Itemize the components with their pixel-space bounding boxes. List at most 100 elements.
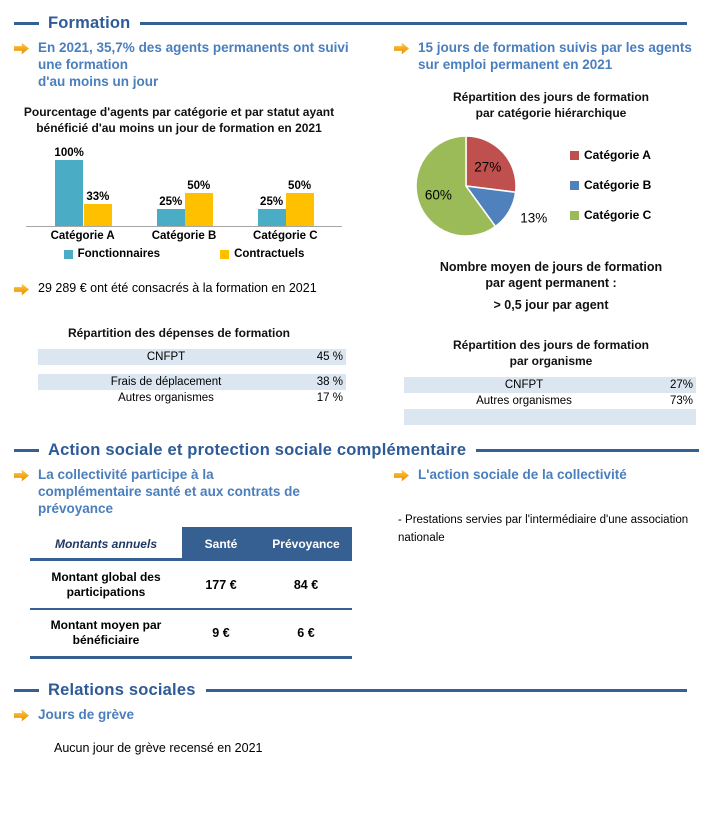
- legend-item: Catégorie A: [570, 148, 651, 162]
- organisme-table: CNFPT 27% Autres organismes 73%: [404, 377, 696, 425]
- legend-item: Fonctionnaires: [63, 248, 160, 260]
- arrow-bullet-icon: [14, 42, 29, 55]
- bar-with-label: 100%: [54, 147, 84, 226]
- section-title-formation: Formation: [48, 14, 131, 32]
- row-label: CNFPT: [504, 379, 544, 391]
- table-row: CNFPT 45 %: [38, 349, 346, 365]
- section-header-formation: Formation: [14, 14, 699, 33]
- legend-item: Catégorie B: [570, 178, 651, 192]
- arrow-bullet-icon: [14, 709, 29, 722]
- bullet-action-sociale-text: L'action sociale de la collectivité: [418, 467, 627, 482]
- table-row: Autres organismes 17 %: [38, 390, 346, 406]
- legend-item: Contractuels: [220, 248, 304, 260]
- table-row: CNFPT 27%: [404, 377, 696, 393]
- pie-value-label: 27%: [474, 159, 501, 174]
- row-label: Autres organismes: [476, 395, 572, 407]
- bar-value-label: 50%: [187, 180, 211, 192]
- formation-col-right: 15 jours de formation suivis par les age…: [366, 39, 713, 425]
- avg-days-value: > 0,5 jour par agent: [493, 298, 609, 312]
- bullet-days-formation-text: 15 jours de formation suivis par les age…: [418, 40, 692, 72]
- pie-chart-title: Répartition des jours de formation par c…: [452, 90, 650, 120]
- legend-item: Catégorie C: [570, 208, 651, 222]
- greve-note: Aucun jour de grève recensé en 2021: [54, 741, 263, 755]
- header-rule: [205, 689, 687, 692]
- bar-with-label: 25%: [257, 196, 286, 226]
- prestations-note: - Prestations servies par l'intermédiair…: [398, 514, 689, 544]
- action-col-left: La collectivité participe à la complémen…: [14, 466, 366, 659]
- bullet-agents-formed-text: En 2021, 35,7% des agents permanents ont…: [38, 40, 349, 89]
- bullet-spend-text: 29 289 € ont été consacrés à la formatio…: [38, 281, 317, 295]
- organisme-table-title: Répartition des jours de formation par o…: [452, 338, 650, 368]
- bar-with-label: 33%: [83, 191, 112, 226]
- legend-label: Catégorie B: [584, 178, 652, 192]
- table-row: Montant moyen par bénéficiaire 9 € 6 €: [30, 610, 352, 659]
- row-value-sante: 177 €: [205, 577, 237, 592]
- bar-group: 25% 50%: [156, 180, 213, 226]
- bar-contractuels: [83, 204, 112, 226]
- avg-days-heading: Nombre moyen de jours de formation par a…: [439, 260, 663, 290]
- legend-swatch-icon: [570, 180, 579, 190]
- bar-group: 25% 50%: [257, 180, 314, 226]
- bullet-action-sociale: L'action sociale de la collectivité: [394, 466, 713, 483]
- table-header-row: Montants annuels Santé Prévoyance: [30, 527, 352, 561]
- row-value-prevoyance: 6 €: [297, 626, 315, 640]
- row-value: 45 %: [316, 351, 343, 363]
- arrow-bullet-icon: [394, 469, 409, 482]
- arrow-bullet-icon: [14, 283, 29, 296]
- table-row: Autres organismes 73%: [404, 393, 696, 409]
- row-label: Montant moyen par bénéficiaire: [50, 618, 162, 647]
- section-header-action-sociale: Action sociale et protection sociale com…: [14, 441, 699, 460]
- section-title-relations-sociales: Relations sociales: [48, 681, 196, 699]
- pie-chart: 27% 13% 60% Catégorie A Catégorie B Catégori…: [404, 129, 713, 247]
- bar-fonctionnaires: [156, 209, 185, 226]
- row-label: Frais de déplacement: [110, 376, 222, 388]
- bullet-complementaire-text: La collectivité participe à la complémen…: [38, 467, 300, 516]
- bar-category-label: Catégorie A: [50, 230, 115, 242]
- arrow-bullet-icon: [394, 42, 409, 55]
- bullet-complementaire: La collectivité participe à la complémen…: [14, 466, 366, 517]
- pie-legend: Catégorie A Catégorie B Catégorie C: [570, 148, 651, 222]
- pie-value-label: 60%: [425, 188, 452, 203]
- section-title-action-sociale: Action sociale et protection sociale com…: [48, 441, 467, 459]
- bar-legend: Fonctionnaires Contractuels: [26, 248, 342, 260]
- legend-swatch-icon: [570, 210, 579, 220]
- pie-slice-catégorie-c: [415, 135, 497, 237]
- bullet-spend: 29 289 € ont été consacrés à la formatio…: [14, 280, 366, 297]
- legend-swatch-icon: [63, 249, 73, 259]
- bullet-jours-greve: Jours de grève: [14, 706, 699, 723]
- row-label: CNFPT: [146, 351, 186, 363]
- bar-group: 100% 33%: [54, 147, 112, 226]
- table-corner-label: Montants annuels: [54, 537, 157, 551]
- bar-value-label: 25%: [159, 196, 183, 208]
- action-sociale-columns: La collectivité participe à la complémen…: [14, 466, 699, 659]
- bar-with-label: 50%: [184, 180, 213, 226]
- bar-chart-title: Pourcentage d'agents par catégorie et pa…: [23, 105, 335, 135]
- bar-chart: 100% 33% 25% 50% 25% 50% Catégorie A Catégorie…: [26, 142, 342, 260]
- row-value: 38 %: [316, 376, 343, 388]
- row-value: 73%: [669, 395, 693, 407]
- pie-value-label: 13%: [520, 211, 547, 226]
- bar-category-label: Catégorie B: [151, 230, 217, 242]
- header-dash: [14, 449, 39, 452]
- row-value-sante: 9 €: [212, 626, 230, 640]
- header-rule: [476, 449, 699, 452]
- legend-swatch-icon: [570, 150, 579, 160]
- bar-fonctionnaires: [55, 160, 84, 226]
- bullet-days-formation: 15 jours de formation suivis par les age…: [394, 39, 713, 73]
- bar-contractuels: [184, 193, 213, 226]
- bar-categories: Catégorie A Catégorie B Catégorie C: [26, 227, 342, 242]
- bullet-agents-formed: En 2021, 35,7% des agents permanents ont…: [14, 39, 366, 90]
- row-value: 17 %: [316, 392, 343, 404]
- header-dash: [14, 689, 39, 692]
- formation-col-left: En 2021, 35,7% des agents permanents ont…: [14, 39, 366, 425]
- bar-with-label: 25%: [156, 196, 185, 226]
- expense-table-title: Répartition des dépenses de formation: [67, 326, 291, 340]
- bar-fonctionnaires: [257, 209, 286, 226]
- row-label: Montant global des participations: [51, 569, 161, 599]
- pie-slice-catégorie-a: [465, 135, 517, 194]
- header-dash: [14, 22, 39, 25]
- bar-with-label: 50%: [285, 180, 314, 226]
- section-header-relations-sociales: Relations sociales: [14, 681, 699, 700]
- header-rule: [140, 22, 687, 25]
- bar-value-label: 100%: [54, 147, 84, 159]
